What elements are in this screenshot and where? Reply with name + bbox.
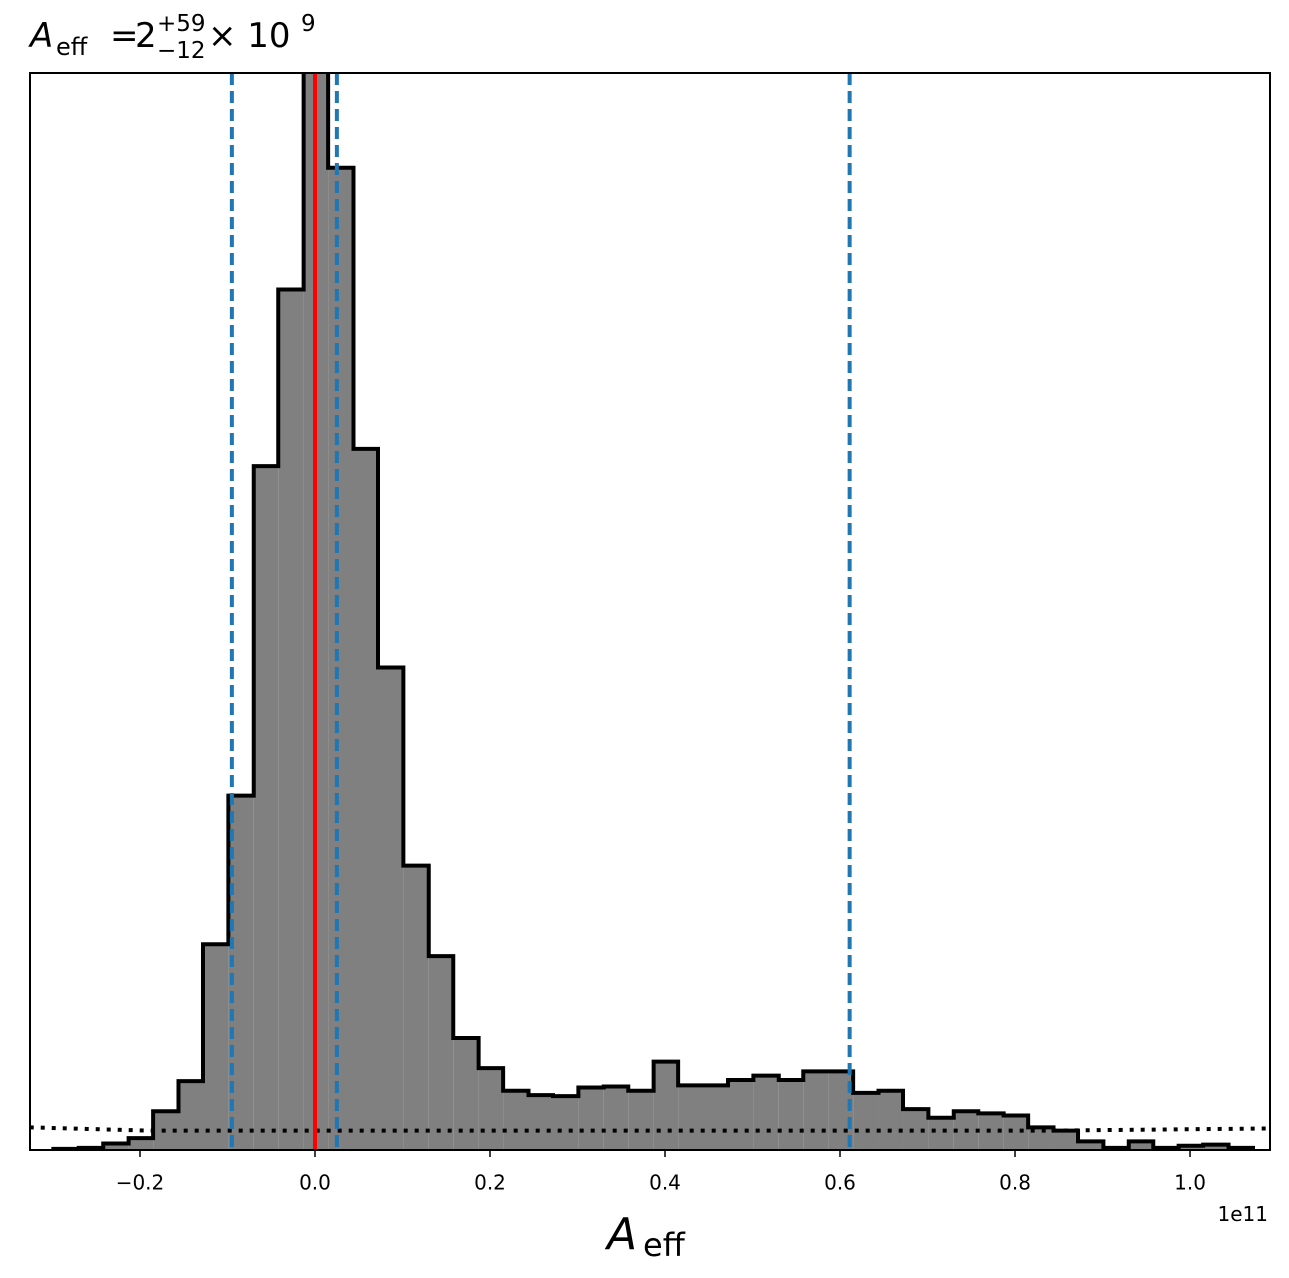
histogram-bar xyxy=(1053,1130,1079,1150)
histogram-bar xyxy=(603,1086,629,1150)
histogram-bar xyxy=(128,1138,154,1150)
histogram-bar xyxy=(202,944,229,1150)
title-lower: −12 xyxy=(157,38,206,64)
histogram-bar xyxy=(403,865,429,1150)
histogram-bar xyxy=(753,1075,779,1150)
x-tick-label: 0.4 xyxy=(649,1171,681,1195)
histogram-bar xyxy=(678,1085,704,1150)
histogram-outline xyxy=(51,73,1256,1150)
x-tick-label: 1.0 xyxy=(1174,1171,1206,1195)
histogram-bar xyxy=(253,466,279,1150)
x-tick-label: 0.0 xyxy=(299,1171,331,1195)
title-subscript: eff xyxy=(56,33,88,61)
histogram-bar xyxy=(1078,1141,1104,1150)
title-symbol: A xyxy=(28,16,53,56)
histogram-bar xyxy=(278,289,304,1150)
x-offset-label: 1e11 xyxy=(1218,1202,1268,1226)
histogram-bar xyxy=(553,1096,579,1150)
histogram-bar xyxy=(503,1090,529,1150)
histogram-bar xyxy=(1028,1127,1054,1150)
histogram-bar xyxy=(878,1090,904,1150)
title-relation: = xyxy=(110,16,139,56)
x-tick-label: 0.2 xyxy=(474,1171,506,1195)
title-multiplier: × 10 xyxy=(208,16,291,56)
title-exponent: 9 xyxy=(301,11,316,37)
histogram-bar xyxy=(377,667,404,1150)
histogram-bar xyxy=(528,1095,554,1150)
histogram-bar xyxy=(778,1079,804,1150)
x-tick-label: 0.6 xyxy=(824,1171,856,1195)
histogram-bar xyxy=(103,1143,129,1150)
axes-frame xyxy=(29,72,1271,1151)
histogram-bar xyxy=(1203,1144,1229,1150)
histogram-bar xyxy=(853,1092,879,1150)
histogram-bar xyxy=(1003,1115,1029,1150)
histogram-bar xyxy=(1128,1141,1154,1150)
x-tick-label: −0.2 xyxy=(116,1171,165,1195)
x-tick-label: 0.8 xyxy=(999,1171,1031,1195)
histogram-bar xyxy=(803,1071,829,1150)
title-upper: +59 xyxy=(157,11,206,37)
histogram-bar xyxy=(478,1068,504,1150)
histogram-bar xyxy=(428,956,454,1150)
x-axis-symbol: A xyxy=(604,1209,637,1260)
histogram-bar xyxy=(703,1085,729,1150)
histogram-bar xyxy=(578,1087,604,1150)
histogram-bar xyxy=(178,1081,203,1150)
reference-line xyxy=(30,1125,1270,1133)
histogram-bar xyxy=(1178,1145,1204,1150)
histogram-bar xyxy=(653,1061,679,1150)
x-axis-subscript: eff xyxy=(643,1226,686,1264)
histogram-bar xyxy=(928,1117,954,1150)
histogram-bar xyxy=(353,448,378,1150)
histogram-bar xyxy=(628,1090,654,1150)
title-value: 2 xyxy=(135,16,157,56)
histogram-bar xyxy=(453,1037,479,1150)
histogram-bar xyxy=(728,1079,754,1150)
histogram-bar xyxy=(328,167,354,1150)
plot-area xyxy=(30,73,1270,1150)
